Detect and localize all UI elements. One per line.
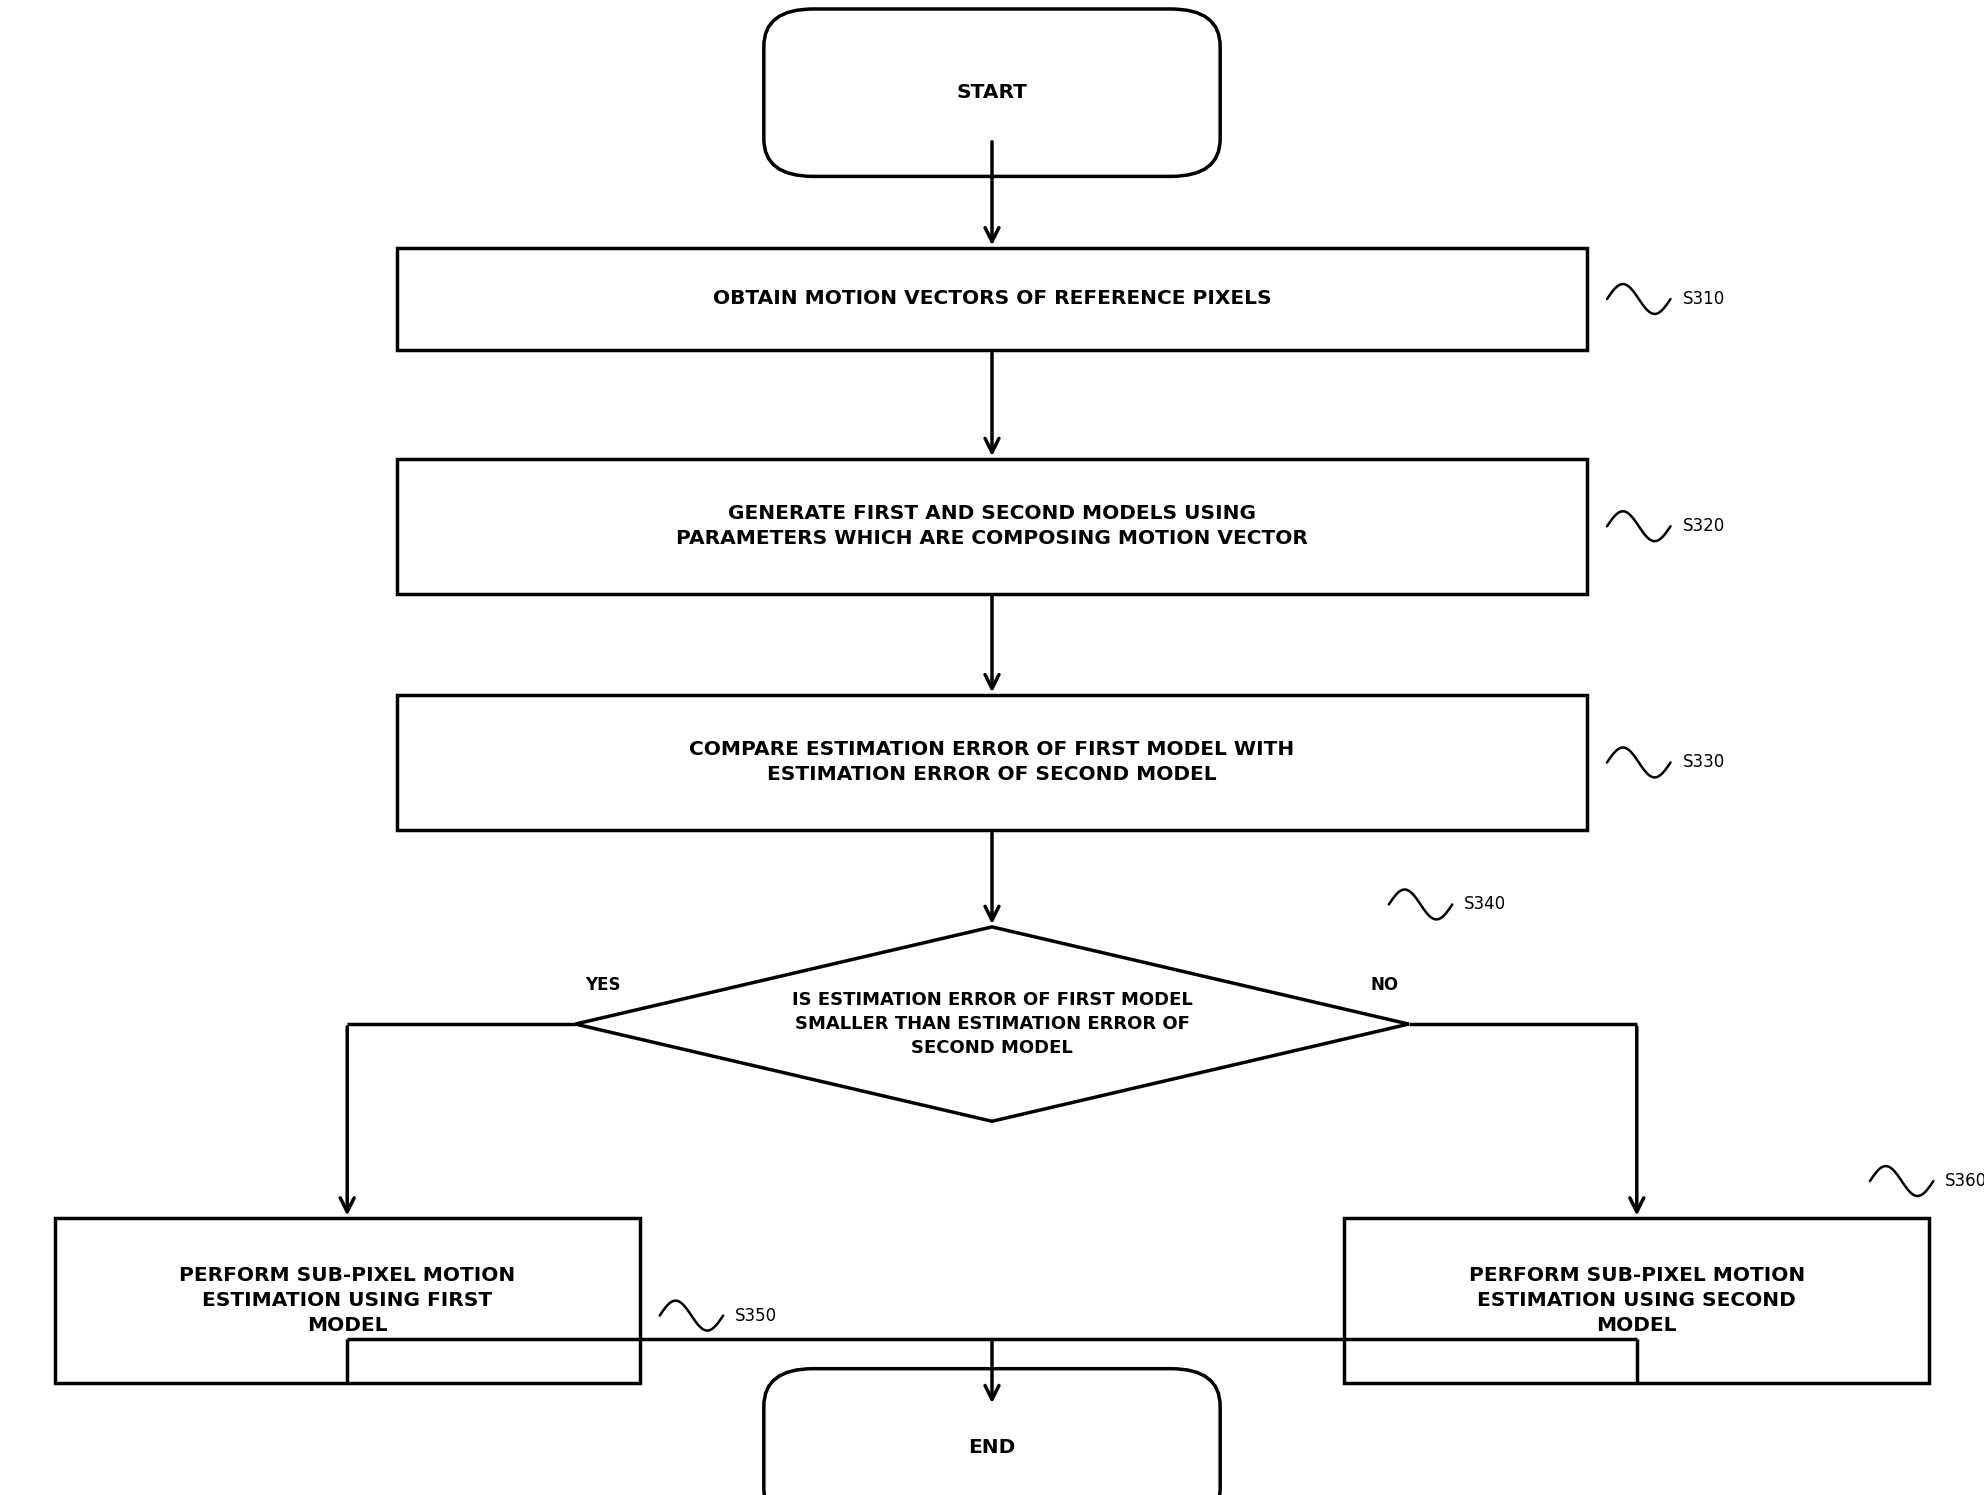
Text: S310: S310 — [1682, 290, 1724, 308]
FancyBboxPatch shape — [764, 9, 1220, 176]
Text: NO: NO — [1371, 976, 1399, 994]
Text: START: START — [956, 84, 1028, 102]
Text: S320: S320 — [1682, 517, 1724, 535]
Text: S330: S330 — [1682, 753, 1724, 771]
Bar — [1345, 1218, 1928, 1383]
Text: PERFORM SUB-PIXEL MOTION
ESTIMATION USING FIRST
MODEL: PERFORM SUB-PIXEL MOTION ESTIMATION USIN… — [179, 1266, 516, 1335]
Text: IS ESTIMATION ERROR OF FIRST MODEL
SMALLER THAN ESTIMATION ERROR OF
SECOND MODEL: IS ESTIMATION ERROR OF FIRST MODEL SMALL… — [792, 991, 1192, 1057]
Bar — [397, 459, 1587, 594]
Bar — [397, 695, 1587, 830]
Bar — [54, 1218, 639, 1383]
Text: PERFORM SUB-PIXEL MOTION
ESTIMATION USING SECOND
MODEL: PERFORM SUB-PIXEL MOTION ESTIMATION USIN… — [1468, 1266, 1805, 1335]
Text: YES: YES — [585, 976, 621, 994]
FancyBboxPatch shape — [764, 1369, 1220, 1495]
Text: COMPARE ESTIMATION ERROR OF FIRST MODEL WITH
ESTIMATION ERROR OF SECOND MODEL: COMPARE ESTIMATION ERROR OF FIRST MODEL … — [688, 740, 1296, 785]
Text: OBTAIN MOTION VECTORS OF REFERENCE PIXELS: OBTAIN MOTION VECTORS OF REFERENCE PIXEL… — [712, 290, 1272, 308]
Polygon shape — [575, 927, 1409, 1121]
Text: S360: S360 — [1944, 1172, 1984, 1190]
Bar — [397, 248, 1587, 350]
Text: S340: S340 — [1464, 896, 1506, 913]
Text: GENERATE FIRST AND SECOND MODELS USING
PARAMETERS WHICH ARE COMPOSING MOTION VEC: GENERATE FIRST AND SECOND MODELS USING P… — [677, 504, 1307, 549]
Text: END: END — [968, 1438, 1016, 1456]
Text: S350: S350 — [734, 1307, 778, 1325]
